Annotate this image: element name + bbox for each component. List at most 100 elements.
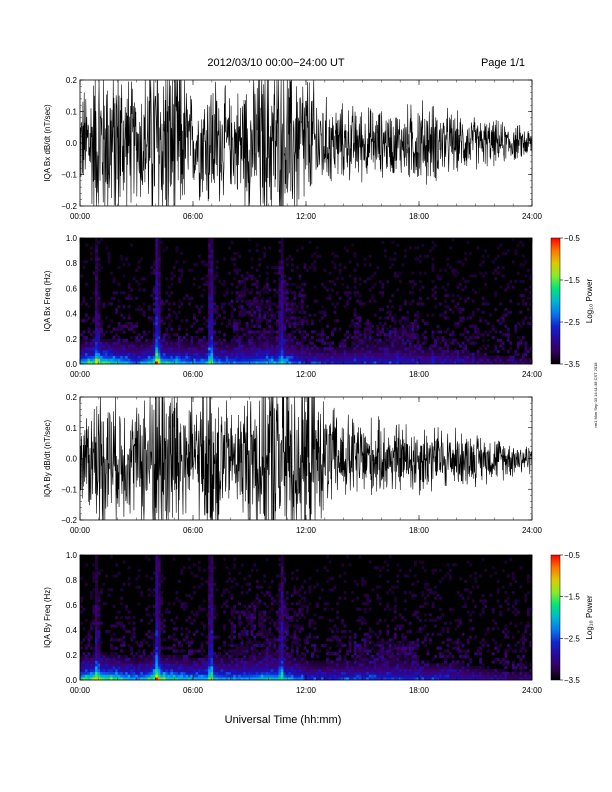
spectrogram-cell — [250, 655, 254, 659]
spectrogram-cell — [526, 268, 530, 272]
spectrogram-cell — [275, 613, 279, 617]
spectrogram-cell — [238, 646, 242, 650]
spectrogram-cell — [223, 257, 226, 261]
spectrogram-cell — [238, 621, 242, 625]
spectrogram-cell — [280, 563, 284, 567]
spectrogram-cell — [210, 557, 214, 561]
spectrogram-cell — [381, 347, 385, 351]
spectrogram-cell — [97, 341, 101, 345]
spectrogram-cell — [356, 347, 360, 351]
spectrogram-cell — [95, 266, 98, 270]
spectrogram-cell — [486, 302, 490, 306]
spectrogram-cell — [97, 358, 101, 362]
spectrogram-cell — [243, 677, 247, 681]
spectrogram-cell — [326, 288, 329, 292]
spectrogram-cell — [466, 355, 470, 359]
spectrogram-cell — [85, 358, 88, 362]
spectrogram-cell — [243, 333, 247, 337]
spectrogram-cell — [260, 610, 264, 614]
spectrogram-cell — [87, 668, 91, 672]
spectrogram-cell — [285, 305, 289, 309]
spectrogram-cell — [145, 361, 149, 365]
spectrogram-cell — [213, 666, 216, 670]
spectrogram-cell — [210, 249, 214, 253]
spectrogram-cell — [258, 621, 262, 625]
spectrogram-cell — [165, 671, 169, 675]
spectrogram-cell — [180, 274, 184, 278]
spectrogram-cell — [403, 344, 407, 348]
spectrogram-cell — [393, 322, 397, 326]
spectrogram-cell — [127, 322, 131, 326]
spectrogram-cell — [215, 677, 219, 681]
spectrogram-cell — [122, 338, 126, 342]
spectrogram-cell — [270, 308, 274, 312]
spectrogram-cell — [92, 677, 96, 681]
spectrogram-cell — [408, 350, 412, 354]
spectrogram-cell — [90, 341, 93, 345]
spectrogram-cell — [225, 652, 229, 656]
spectrogram-cell — [140, 677, 144, 681]
spectrogram-cell — [97, 621, 101, 625]
spectrogram-cell — [311, 322, 314, 326]
spectrogram-cell — [145, 663, 149, 667]
y-tick-label: 0.2 — [66, 76, 78, 85]
spectrogram-cell — [300, 358, 304, 362]
spectrogram-cell — [110, 671, 113, 675]
spectrogram-cell — [120, 350, 123, 354]
spectrogram-cell — [413, 347, 417, 351]
spectrogram-cell — [323, 341, 327, 345]
spectrogram-cell — [187, 344, 191, 348]
spectrogram-cell — [135, 652, 139, 656]
spectrogram-cell — [97, 294, 101, 298]
spectrogram-cell — [283, 291, 287, 295]
spectrogram-cell — [411, 299, 415, 303]
spectrogram-cell — [240, 361, 244, 365]
spectrogram-cell — [471, 355, 475, 359]
spectrogram-cell — [383, 322, 387, 326]
spectrogram-cell — [411, 285, 415, 289]
spectrogram-cell — [260, 635, 264, 639]
spectrogram-cell — [112, 277, 116, 281]
spectrogram-cell — [100, 655, 103, 659]
spectrogram-cell — [371, 341, 375, 345]
spectrogram-cell — [107, 352, 111, 356]
spectrogram-cell — [170, 271, 174, 275]
spectrogram-cell — [280, 336, 284, 340]
spectrogram-cell — [336, 291, 339, 295]
spectrogram-cell — [471, 341, 475, 345]
spectrogram-cell — [95, 632, 98, 636]
spectrogram-cell — [215, 613, 219, 617]
spectrogram-cell — [115, 574, 118, 578]
spectrogram-cell — [265, 291, 269, 295]
spectrogram-cell — [260, 674, 264, 678]
spectrogram-cell — [132, 657, 136, 661]
spectrogram-cell — [142, 657, 146, 661]
spectrogram-cell — [516, 352, 520, 356]
spectrogram-cell — [160, 355, 164, 359]
spectrogram-cell — [210, 257, 214, 261]
spectrogram-cell — [278, 660, 282, 664]
spectrogram-cell — [157, 268, 161, 272]
spectrogram-cell — [240, 660, 244, 664]
spectrogram-cell — [228, 643, 231, 647]
spectrogram-cell — [150, 361, 154, 365]
spectrogram-cell — [122, 582, 126, 586]
spectrogram-cell — [358, 277, 362, 281]
spectrogram-cell — [125, 350, 129, 354]
spectrogram-cell — [120, 616, 123, 620]
spectrogram-cell — [228, 635, 231, 639]
spectrogram-cell — [208, 302, 211, 306]
spectrogram-cell — [283, 274, 287, 278]
spectrogram-cell — [157, 610, 161, 614]
spectrogram-cell — [243, 668, 247, 672]
spectrogram-cell — [265, 557, 269, 561]
spectrogram-cell — [280, 277, 284, 281]
spectrogram-cell — [85, 341, 88, 345]
spectrogram-cell — [280, 240, 284, 244]
spectrogram-cell — [85, 352, 88, 356]
spectrogram-cell — [167, 671, 171, 675]
spectrogram-cell — [215, 341, 219, 345]
spectrogram-cell — [240, 630, 244, 634]
spectrogram-cell — [311, 352, 314, 356]
spectrogram-cell — [280, 358, 284, 362]
